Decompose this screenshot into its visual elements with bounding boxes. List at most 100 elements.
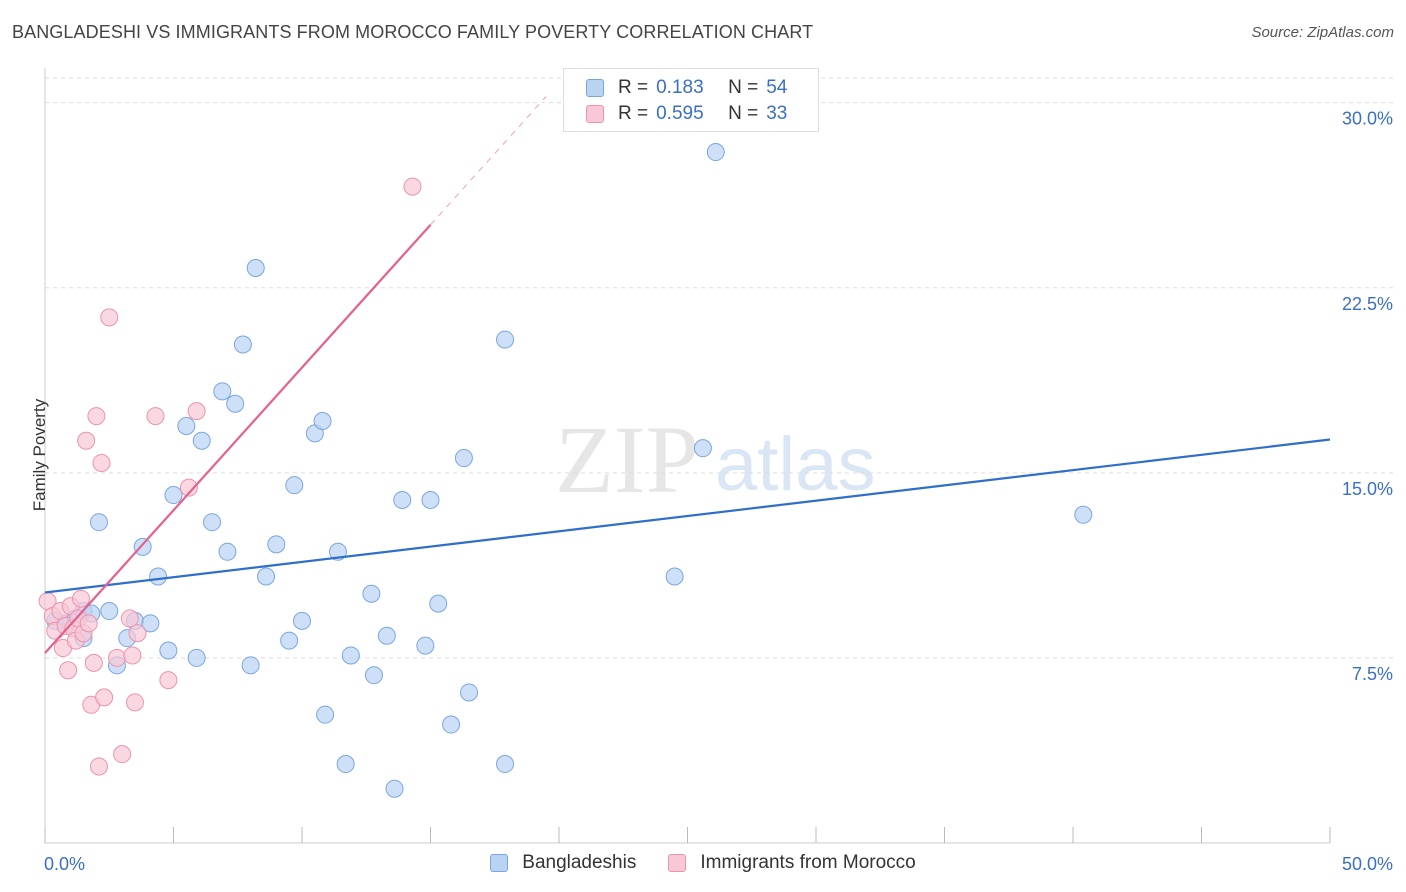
morocco-point: [59, 661, 78, 680]
bangladeshi-point: [442, 715, 461, 734]
morocco-trend-line: [44, 224, 432, 654]
bangladeshi-point: [393, 490, 412, 509]
morocco-point: [71, 589, 90, 608]
morocco-point: [146, 407, 165, 426]
y-axis-tick-labels: 7.5% 15.0% 22.5% 30.0%: [1342, 109, 1393, 684]
bangladeshi-point: [496, 755, 515, 774]
bangladeshi-point: [89, 513, 108, 532]
morocco-point: [128, 624, 147, 643]
bangladeshi-point: [241, 656, 260, 675]
morocco-point: [159, 671, 178, 690]
bangladeshi-point: [285, 476, 304, 495]
bangladeshi-point: [385, 779, 404, 798]
y-tick-label: 22.5%: [1342, 294, 1393, 314]
morocco-point: [403, 177, 422, 196]
legend-n-value: 33: [766, 103, 788, 124]
morocco-point: [123, 646, 142, 665]
legend-n-value: 54: [766, 77, 788, 98]
morocco-point: [95, 688, 114, 707]
bangladeshi-point: [1074, 505, 1093, 524]
legend-r-label: R =: [618, 103, 649, 124]
bangladeshi-point: [416, 636, 435, 655]
legend-n-label: N =: [728, 103, 759, 124]
bangladeshi-point: [362, 584, 381, 603]
legend-swatch-blue: [586, 79, 604, 97]
bangladeshi-point: [293, 611, 311, 630]
bangladeshi-point: [246, 259, 265, 278]
bangladeshi-point: [316, 705, 335, 724]
legend-swatch-pink: [586, 105, 604, 123]
legend-item-bangladeshis: Bangladeshis: [490, 852, 636, 874]
bangladeshi-point: [364, 666, 383, 685]
chart-title: BANGLADESHI VS IMMIGRANTS FROM MOROCCO F…: [12, 22, 814, 42]
grid-lines: [45, 77, 1393, 659]
bangladeshi-point: [257, 567, 276, 586]
morocco-point: [84, 653, 103, 672]
bangladeshi-point: [454, 449, 473, 468]
legend-r-value: 0.183: [656, 77, 704, 98]
bangladeshi-point: [313, 412, 332, 431]
bangladeshi-point: [149, 567, 168, 586]
bangladeshi-point: [336, 755, 355, 774]
watermark: ZIP atlas: [555, 406, 876, 513]
data-points: [38, 143, 1093, 798]
bangladeshi-point: [177, 416, 196, 435]
y-tick-label: 15.0%: [1342, 479, 1393, 499]
legend-item-morocco: Immigrants from Morocco: [668, 852, 916, 874]
bangladeshi-point: [665, 567, 684, 586]
x-tick-label-min: 0.0%: [44, 854, 85, 874]
x-tick-label-max: 50.0%: [1342, 854, 1393, 874]
y-tick-label: 7.5%: [1352, 664, 1393, 684]
bangladeshi-point: [218, 542, 237, 561]
legend-row-bangladeshis: R = 0.183 N = 54: [586, 77, 787, 99]
legend-r-value: 0.595: [656, 103, 704, 124]
morocco-trend-line: [430, 96, 547, 226]
morocco-point: [125, 693, 144, 712]
bangladeshi-point: [203, 513, 222, 532]
trend-lines: [44, 96, 1331, 654]
legend-swatch-blue: [490, 854, 509, 872]
chart-source: Source: ZipAtlas.com: [1251, 24, 1394, 41]
bangladeshi-point: [133, 537, 152, 556]
bangladeshi-point: [100, 602, 119, 621]
bangladeshi-point: [460, 683, 479, 702]
morocco-point: [89, 757, 108, 776]
bangladeshi-point: [377, 626, 396, 645]
bangladeshi-point: [192, 431, 211, 450]
legend-label-bangladeshis: Bangladeshis: [522, 852, 637, 873]
bangladeshi-point: [233, 335, 252, 354]
legend-r-label: R =: [618, 77, 649, 98]
morocco-point: [107, 648, 126, 667]
bangladeshi-point: [141, 614, 160, 633]
bangladeshi-point: [187, 648, 206, 667]
morocco-point: [120, 609, 139, 628]
correlation-legend: R = 0.183 N = 54 R = 0.595 N = 33: [563, 68, 819, 132]
morocco-point: [79, 614, 98, 633]
morocco-point: [92, 453, 111, 472]
morocco-point: [113, 745, 132, 764]
x-axis-ticks: [44, 827, 1331, 843]
y-axis-label: Family Poverty: [30, 398, 49, 512]
series-legend: Bangladeshis Immigrants from Morocco: [0, 852, 1406, 874]
y-tick-label: 30.0%: [1342, 109, 1393, 129]
bangladeshi-point: [693, 439, 712, 458]
bangladeshi-point: [496, 330, 515, 349]
bangladeshi-point: [164, 486, 183, 505]
bangladeshi-point: [267, 535, 286, 554]
bangladeshi-point: [429, 594, 448, 613]
bangladeshi-point: [421, 490, 440, 509]
bangladeshi-trend-line: [44, 438, 1331, 594]
legend-n-label: N =: [728, 77, 759, 98]
bangladeshi-point: [159, 641, 178, 660]
watermark-zip: ZIP: [555, 406, 699, 513]
legend-row-morocco: R = 0.595 N = 33: [586, 103, 787, 125]
morocco-point: [87, 407, 106, 426]
legend-swatch-pink: [668, 854, 687, 872]
bangladeshi-point: [280, 631, 299, 650]
legend-label-morocco: Immigrants from Morocco: [700, 852, 916, 873]
bangladeshi-point: [226, 394, 245, 413]
bangladeshi-point: [213, 382, 232, 401]
morocco-point: [100, 308, 119, 327]
morocco-point: [77, 431, 96, 450]
